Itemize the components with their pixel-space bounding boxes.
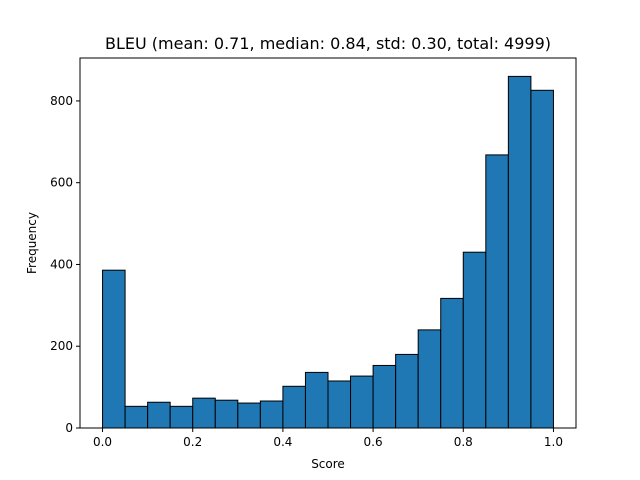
histogram-bar-17 <box>485 154 509 429</box>
histogram-bar-9 <box>304 371 329 429</box>
x-axis-label: Score <box>311 457 345 471</box>
histogram-bar-1 <box>124 405 149 429</box>
histogram-bar-3 <box>169 405 194 429</box>
histogram-bar-4 <box>192 397 216 429</box>
histogram-bar-0 <box>102 269 126 429</box>
histogram-bar-19 <box>530 89 554 429</box>
histogram-bar-15 <box>440 297 464 429</box>
x-tick-label-5: 1.0 <box>544 435 563 449</box>
histogram-bar-16 <box>462 251 487 429</box>
histogram-bar-18 <box>507 75 532 429</box>
x-tick-label-2: 0.4 <box>273 435 292 449</box>
y-tick-label-4: 800 <box>50 94 73 108</box>
histogram-bar-6 <box>237 402 261 429</box>
y-axis-label: Frequency <box>25 212 39 274</box>
x-tick-label-4: 0.8 <box>454 435 473 449</box>
y-tick-label-2: 400 <box>50 257 73 271</box>
y-tick-label-1: 200 <box>50 339 73 353</box>
x-tick-label-3: 0.6 <box>364 435 383 449</box>
histogram-bar-8 <box>282 385 306 429</box>
y-tick-label-0: 0 <box>65 421 73 435</box>
histogram-bar-12 <box>372 364 397 429</box>
histogram-bar-7 <box>259 400 284 429</box>
plot-frame <box>79 57 577 429</box>
histogram-bar-5 <box>214 399 239 429</box>
bars-group <box>102 75 554 429</box>
x-tick-label-1: 0.2 <box>183 435 202 449</box>
x-tick-label-0: 0.0 <box>93 435 112 449</box>
histogram-bar-14 <box>417 329 442 429</box>
x-axis-ticks: 0.0 0.2 0.4 0.6 0.8 1.0 <box>93 428 563 449</box>
histogram-bar-10 <box>327 380 352 429</box>
histogram-bar-13 <box>395 353 419 429</box>
histogram-bar-11 <box>350 375 374 429</box>
histogram-bar-2 <box>147 401 171 429</box>
y-axis-ticks: 0 200 400 600 800 <box>50 94 80 435</box>
y-tick-label-3: 600 <box>50 176 73 190</box>
chart-title: BLEU (mean: 0.71, median: 0.84, std: 0.3… <box>105 34 551 53</box>
